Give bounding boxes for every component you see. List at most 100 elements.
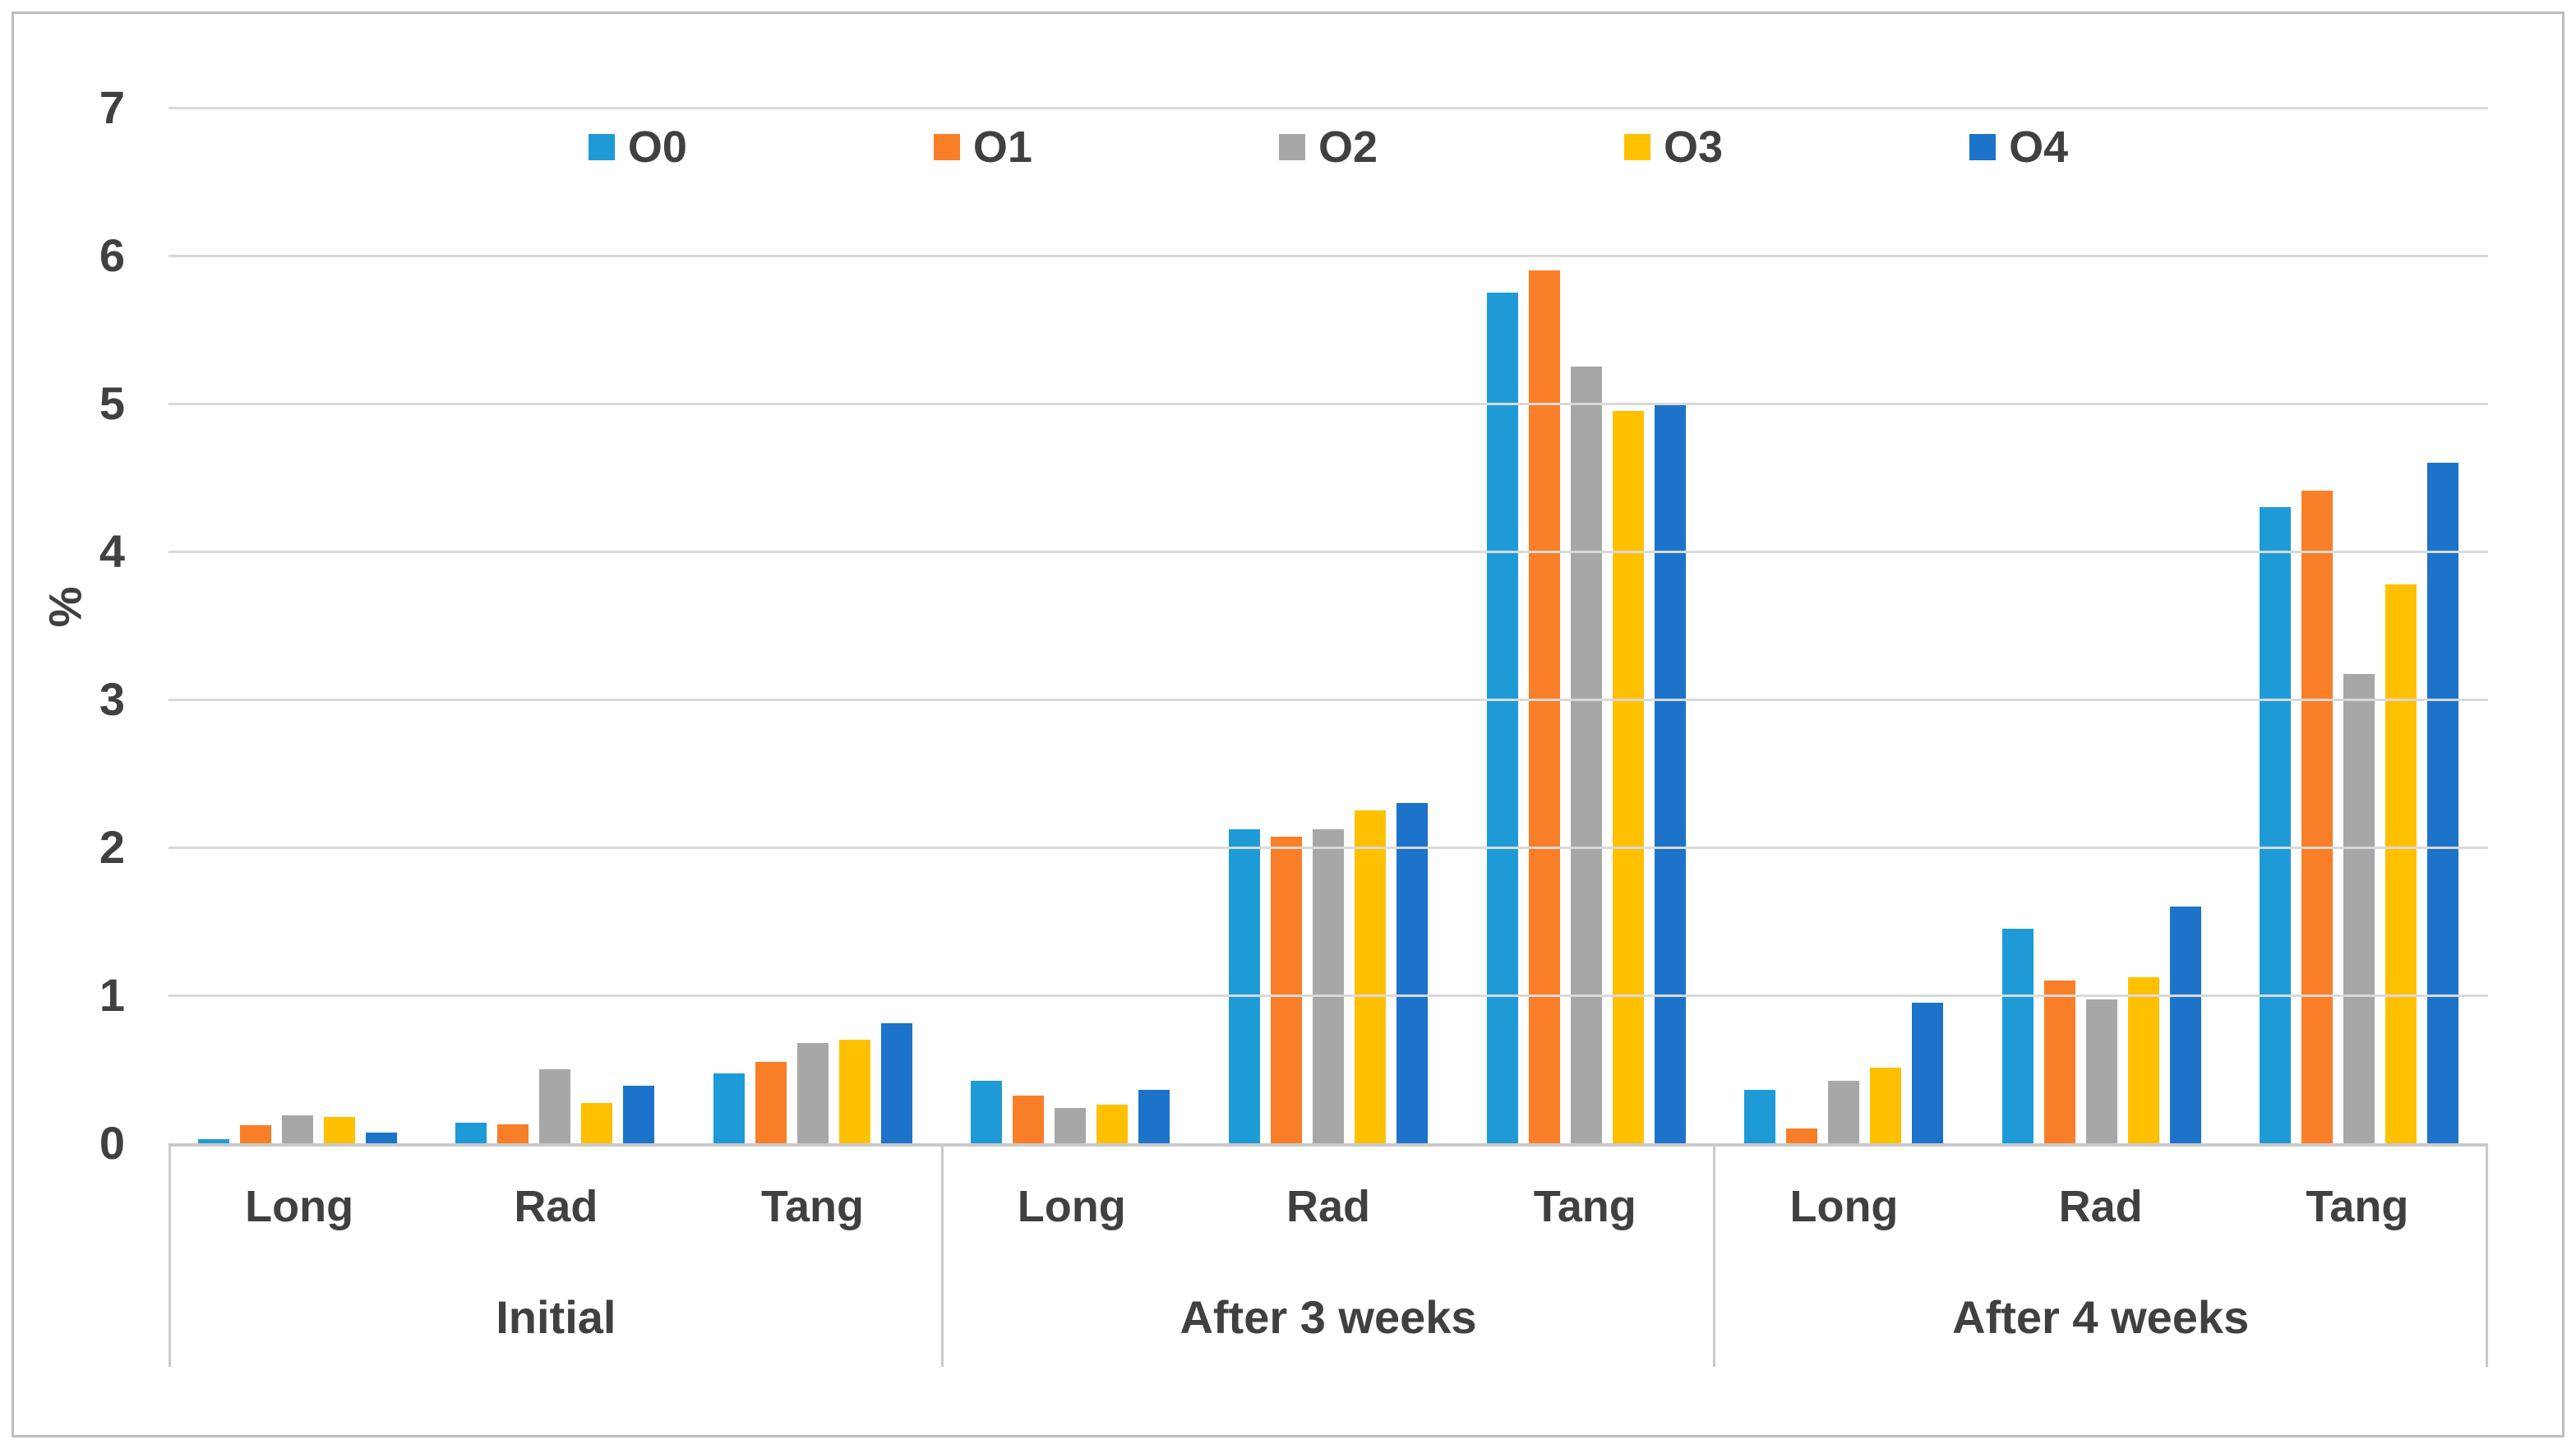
- bar-o0: [2001, 929, 2034, 1143]
- group-label: After 3 weeks: [1180, 1290, 1477, 1343]
- bar-group: [942, 108, 1715, 1143]
- bar-o2: [796, 1042, 829, 1143]
- x-axis-band: Long Rad Tang Initial Long Rad Tang Afte…: [169, 1147, 2489, 1367]
- bar-cluster: [427, 108, 685, 1143]
- gridline: [169, 847, 2488, 850]
- bar-o0: [1229, 829, 1261, 1143]
- bar-o0: [713, 1073, 745, 1143]
- category-label: Tang: [2306, 1182, 2409, 1231]
- axis-group-initial: Long Rad Tang Initial: [169, 1147, 941, 1367]
- axis-group-after-4-weeks: Long Rad Tang After 4 weeks: [1713, 1147, 2489, 1367]
- bar-o4: [1138, 1090, 1170, 1143]
- legend-swatch-icon: [933, 134, 960, 160]
- axis-group-after-3-weeks: Long Rad Tang After 3 weeks: [940, 1147, 1714, 1367]
- bar-o1: [2043, 981, 2075, 1143]
- gridline: [169, 551, 2488, 554]
- bar-o2: [2343, 674, 2375, 1143]
- bar-o0: [197, 1138, 229, 1143]
- bar-o4: [1912, 1003, 1944, 1143]
- category-label: Rad: [2058, 1182, 2143, 1231]
- bar-o4: [1654, 404, 1686, 1143]
- bar-cluster: [942, 108, 1200, 1143]
- y-tick-label: 1: [99, 969, 125, 1021]
- bar-o3: [1096, 1105, 1129, 1143]
- bar-o2: [539, 1069, 571, 1143]
- bar-cluster: [1457, 108, 1715, 1143]
- bar-cluster: [1715, 108, 1973, 1143]
- category-row: Long Rad Tang: [171, 1147, 941, 1267]
- legend-item-o4: O4: [1969, 125, 2068, 169]
- bar-group: [169, 108, 942, 1143]
- gridline: [169, 994, 2488, 998]
- bar-o3: [323, 1116, 355, 1143]
- bar-o2: [1055, 1107, 1087, 1143]
- bar-o0: [455, 1122, 487, 1143]
- y-tick-label: 2: [99, 821, 125, 873]
- gridline: [169, 699, 2488, 701]
- bar-o2: [1313, 829, 1345, 1143]
- plot-area: [169, 107, 2488, 1147]
- legend-swatch-icon: [588, 134, 615, 160]
- bar-o0: [1744, 1090, 1776, 1143]
- legend-swatch-icon: [1624, 134, 1651, 160]
- bar-cluster: [684, 108, 942, 1143]
- legend-label: O2: [1318, 122, 1378, 172]
- gridline: [169, 403, 2488, 405]
- legend-swatch-icon: [1278, 134, 1305, 160]
- bar-o1: [2301, 491, 2334, 1143]
- bar-cluster: [169, 108, 427, 1143]
- bar-o1: [1013, 1096, 1045, 1143]
- y-tick-label: 7: [99, 81, 125, 133]
- bar-o4: [1396, 803, 1429, 1143]
- category-label: Rad: [1286, 1182, 1370, 1231]
- category-label: Tang: [761, 1182, 865, 1231]
- bar-o3: [2127, 977, 2159, 1143]
- bar-groups: [169, 108, 2488, 1143]
- gridline: [169, 107, 2488, 109]
- group-label: After 4 weeks: [1952, 1290, 2250, 1343]
- bar-cluster: [1199, 108, 1457, 1143]
- chart-legend: O0 O1 O2 O3 O4: [169, 125, 2488, 169]
- chart-body: Long Rad Tang Initial Long Rad Tang Afte…: [169, 107, 2489, 1367]
- y-tick-label: 4: [99, 525, 125, 577]
- bar-o1: [497, 1124, 529, 1143]
- bar-cluster: [1973, 108, 2231, 1143]
- bar-o4: [2427, 463, 2459, 1143]
- bar-o1: [1786, 1128, 1818, 1143]
- legend-item-o3: O3: [1624, 125, 1723, 169]
- legend-label: O3: [1664, 122, 1724, 172]
- legend-label: O1: [972, 122, 1032, 172]
- category-label: Tang: [1533, 1182, 1637, 1231]
- legend-swatch-icon: [1969, 134, 1997, 160]
- bar-o1: [239, 1125, 271, 1143]
- bar-o2: [1828, 1081, 1860, 1143]
- bar-o3: [581, 1103, 613, 1143]
- bar-o0: [971, 1081, 1003, 1143]
- y-tick-label: 0: [99, 1117, 125, 1169]
- bar-cluster: [2230, 108, 2488, 1143]
- bar-o3: [838, 1040, 870, 1143]
- group-label: Initial: [496, 1290, 616, 1343]
- y-tick-label: 6: [99, 229, 125, 281]
- bar-o1: [755, 1062, 787, 1143]
- bar-o4: [880, 1023, 912, 1143]
- bar-o3: [2385, 584, 2417, 1143]
- category-label: Long: [1789, 1182, 1899, 1231]
- bar-o1: [1271, 837, 1303, 1143]
- bar-o1: [1528, 270, 1560, 1143]
- bar-o0: [1486, 293, 1518, 1143]
- bar-o2: [281, 1114, 313, 1143]
- legend-item-o0: O0: [588, 125, 687, 169]
- bar-o4: [2169, 907, 2201, 1143]
- bar-o3: [1355, 810, 1387, 1143]
- bar-o4: [623, 1085, 655, 1143]
- gridline: [169, 255, 2488, 257]
- bar-group: [1715, 108, 2488, 1143]
- y-tick-label: 3: [99, 673, 125, 725]
- bar-o4: [365, 1133, 397, 1143]
- bar-o2: [2085, 999, 2117, 1143]
- legend-item-o2: O2: [1278, 122, 1378, 172]
- category-label: Long: [1017, 1182, 1126, 1231]
